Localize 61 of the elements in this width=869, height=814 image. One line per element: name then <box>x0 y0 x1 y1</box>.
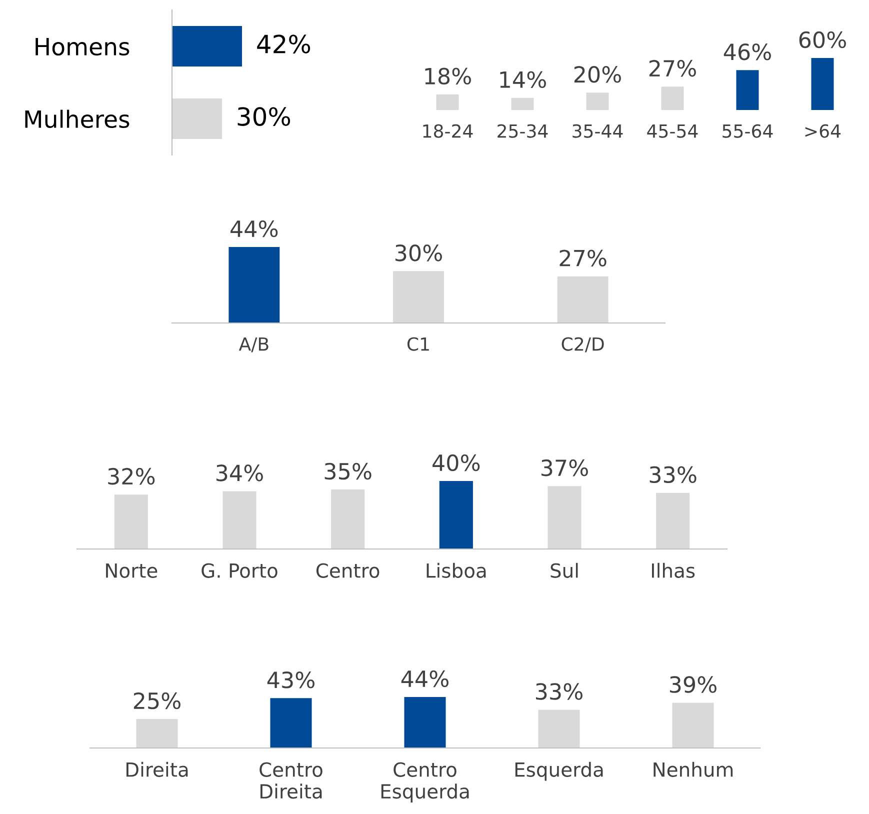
bar <box>661 86 684 110</box>
x-tick-label: 35-44 <box>572 124 623 138</box>
data-label: 27% <box>649 60 696 77</box>
x-tick-label: Norte <box>106 563 158 578</box>
data-label: 25% <box>134 692 180 710</box>
x-tick-label: Nenhum <box>654 762 733 777</box>
bar <box>656 492 690 549</box>
bar <box>439 481 473 549</box>
y-tick-label: Homens <box>36 38 130 56</box>
x-tick-label: 18-24 <box>423 124 473 138</box>
bar <box>222 491 256 549</box>
bar <box>114 494 148 549</box>
bar <box>672 702 714 748</box>
x-tick-label: 55-64 <box>722 124 773 138</box>
x-tick-label: Direita <box>126 762 188 777</box>
data-label: 18% <box>425 68 471 85</box>
x-tick-label: C1 <box>407 337 429 351</box>
x-tick-label: Sul <box>550 562 578 578</box>
x-tick-label: G. Porto <box>202 563 278 578</box>
data-label: 35% <box>324 462 372 480</box>
x-tick-label: Centro <box>316 563 380 578</box>
x-tick-label: 45-54 <box>647 124 698 138</box>
data-label: 44% <box>401 670 448 688</box>
data-label: 32% <box>108 468 155 485</box>
bar <box>736 70 759 110</box>
data-label: 39% <box>670 676 716 693</box>
x-tick-label: Lisboa <box>426 562 486 578</box>
x-tick-label: 25-34 <box>498 124 548 138</box>
data-label: 40% <box>432 454 480 472</box>
bar <box>511 98 534 110</box>
bar <box>404 697 446 748</box>
bar <box>270 698 312 748</box>
y-tick-label: Mulheres <box>25 110 130 128</box>
data-label: 42% <box>257 34 310 54</box>
x-tick-label: Centro Esquerda <box>381 762 469 802</box>
data-label: 37% <box>542 459 588 476</box>
x-tick-label: A/B <box>238 337 268 352</box>
data-label: 33% <box>536 683 582 700</box>
data-label: 44% <box>230 220 278 238</box>
data-label: 20% <box>574 66 621 83</box>
bar <box>586 92 609 110</box>
data-label: 33% <box>650 466 696 484</box>
bar <box>538 710 580 748</box>
data-label: 30% <box>238 107 290 126</box>
x-tick-label: C2/D <box>562 337 604 352</box>
data-label: 14% <box>500 71 546 88</box>
data-label: 60% <box>799 31 846 48</box>
data-label: 30% <box>396 244 442 262</box>
x-tick-label: Centro Direita <box>260 762 322 799</box>
x-tick-label: >64 <box>805 124 841 138</box>
x-tick-label: Esquerda <box>515 762 603 781</box>
bar <box>548 486 582 549</box>
data-label: 27% <box>560 250 606 267</box>
bar <box>436 94 459 110</box>
bar <box>811 58 834 110</box>
data-label: 34% <box>216 464 263 482</box>
bar <box>136 719 178 748</box>
x-tick-label: Ilhas <box>652 562 695 578</box>
data-label: 46% <box>724 43 771 60</box>
bar <box>331 490 365 549</box>
data-label: 43% <box>267 671 314 688</box>
